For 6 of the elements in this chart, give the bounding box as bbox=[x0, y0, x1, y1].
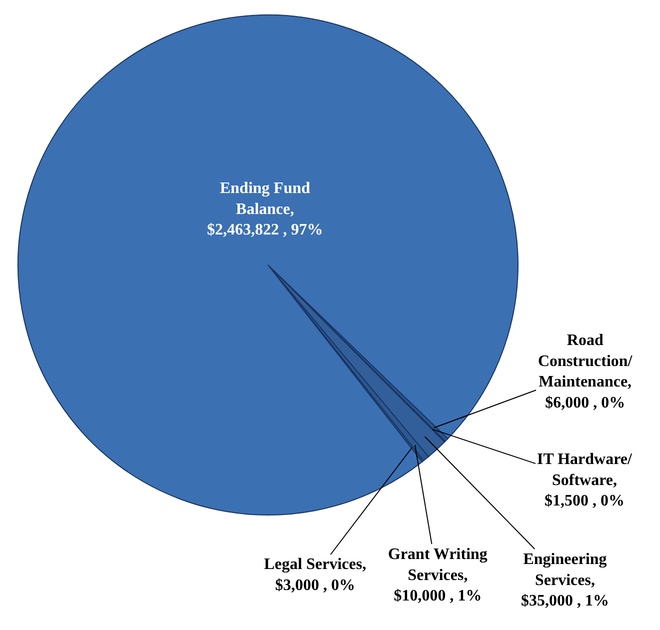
slice-label: Grant Writing Services, $10,000 , 1% bbox=[388, 546, 488, 605]
slice-label: IT Hardware/Software, $1,500 , 0% bbox=[537, 451, 633, 510]
slice-label: Ending Fund Balance, $2,463,822 , 97% bbox=[207, 180, 323, 239]
slice-label: Legal Services, $3,000 , 0% bbox=[264, 556, 366, 594]
slice-label: Engineering Services, $35,000 , 1% bbox=[521, 551, 609, 610]
slice-label: Road Construction/Maintenance, $6,000 , 0% bbox=[538, 332, 633, 412]
